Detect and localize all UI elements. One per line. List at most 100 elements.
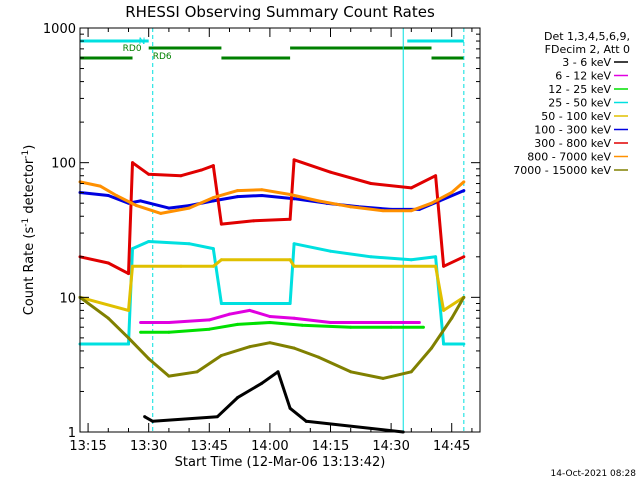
- series-point: [329, 321, 333, 325]
- series-point: [147, 239, 151, 243]
- series-point: [135, 204, 139, 208]
- series-point: [434, 255, 438, 259]
- legend-entry: 3 - 6 keV: [562, 56, 611, 69]
- legend-header: Det 1,3,4,5,6,9,: [544, 30, 630, 43]
- x-tick-label: 13:30: [130, 439, 167, 454]
- series-point: [207, 318, 211, 322]
- y-tick-label: 10: [59, 291, 76, 306]
- series-point: [268, 321, 272, 325]
- series-line: [79, 296, 466, 380]
- plot-frame: [79, 27, 481, 433]
- series-line: [80, 240, 464, 346]
- series-point: [417, 321, 421, 325]
- series-point: [219, 301, 223, 305]
- series-point: [300, 323, 304, 327]
- series-point: [434, 174, 438, 178]
- series-point: [199, 168, 203, 172]
- series-point: [207, 327, 211, 331]
- series-point: [219, 258, 223, 262]
- series-point: [288, 406, 292, 410]
- series-point: [147, 357, 151, 361]
- series-point: [260, 194, 264, 198]
- series-point: [131, 161, 135, 165]
- series-point: [421, 325, 425, 329]
- legend-entry: 6 - 12 keV: [555, 70, 611, 83]
- series-point: [369, 182, 373, 186]
- series-point: [462, 180, 466, 184]
- series-point: [288, 217, 292, 221]
- series-point: [236, 195, 240, 199]
- vertical-markers: [79, 28, 465, 432]
- series-point: [179, 174, 183, 178]
- series-point: [462, 189, 466, 193]
- series-point: [106, 316, 110, 320]
- series-lines: [78, 158, 466, 434]
- series-point: [131, 247, 135, 251]
- series-line: [79, 158, 465, 276]
- series-point: [260, 188, 264, 192]
- y-axis-title: Count Rate (s-1 detector-1): [21, 145, 37, 316]
- series-point: [167, 206, 171, 210]
- series-point: [329, 170, 333, 174]
- legend-entry: 50 - 100 keV: [541, 110, 611, 123]
- series-point: [139, 199, 143, 203]
- series-point: [211, 199, 215, 203]
- series-point: [292, 346, 296, 350]
- series-point: [252, 219, 256, 223]
- series-point: [409, 370, 413, 374]
- series-point: [349, 205, 353, 209]
- series-point: [98, 184, 102, 188]
- series-point: [381, 209, 385, 213]
- axes: 13:15 13:30 13:45 14:00 14:15 14:30 14:45 1 10 10…: [43, 22, 480, 454]
- footer-date: 14-Oct-2021 08:28: [551, 469, 637, 479]
- series-point: [292, 264, 296, 268]
- series-point: [442, 264, 446, 268]
- x-tick-label: 13:15: [69, 439, 106, 454]
- series-point: [430, 201, 434, 205]
- series-point: [139, 330, 143, 334]
- series-point: [211, 247, 215, 251]
- series-point: [151, 419, 155, 423]
- series-point: [126, 342, 130, 346]
- series-point: [369, 255, 373, 259]
- series-point: [187, 206, 191, 210]
- series-point: [211, 196, 215, 200]
- series-point: [167, 321, 171, 325]
- series-point: [187, 242, 191, 246]
- series-point: [227, 312, 231, 316]
- series-point: [292, 242, 296, 246]
- series-point: [288, 193, 292, 197]
- legend-entry: 25 - 50 keV: [548, 97, 611, 110]
- series-point: [260, 381, 264, 385]
- series-point: [114, 194, 118, 198]
- series-point: [349, 370, 353, 374]
- y-tick-label: 100: [51, 157, 76, 172]
- series-point: [369, 321, 373, 325]
- legend-entry: 800 - 7000 keV: [527, 151, 611, 164]
- series-point: [211, 264, 215, 268]
- series-line: [140, 308, 420, 324]
- series-point: [409, 258, 413, 262]
- series-point: [167, 330, 171, 334]
- y-tick-label: 1: [68, 426, 76, 441]
- series-point: [329, 249, 333, 253]
- flag-label: N: [139, 37, 146, 47]
- series-point: [126, 272, 130, 276]
- x-axis-title: Start Time (12-Mar-06 13:13:42): [175, 455, 386, 470]
- series-point: [248, 345, 252, 349]
- series-point: [139, 321, 143, 325]
- series-point: [409, 186, 413, 190]
- legend-entry: 300 - 800 keV: [534, 137, 611, 150]
- series-point: [276, 370, 280, 374]
- series-point: [143, 415, 147, 419]
- series-point: [288, 301, 292, 305]
- series-point: [450, 316, 454, 320]
- series-point: [316, 355, 320, 359]
- series-point: [215, 415, 219, 419]
- series-point: [304, 419, 308, 423]
- x-tick-label: 14:45: [433, 439, 470, 454]
- series-point: [106, 261, 110, 265]
- series-point: [219, 353, 223, 357]
